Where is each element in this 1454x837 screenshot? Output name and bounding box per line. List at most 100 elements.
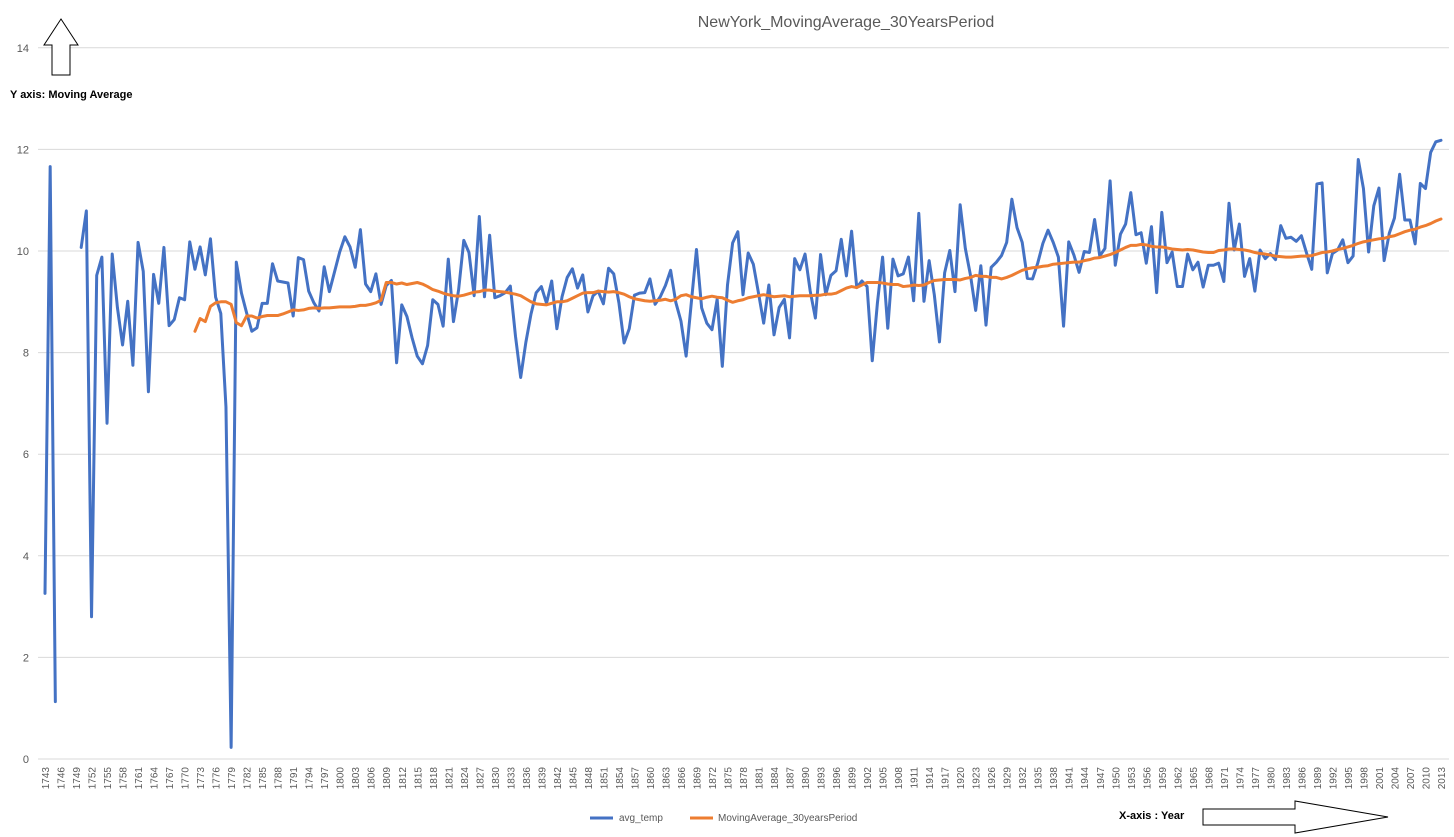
up-arrow-icon [43,18,79,76]
x-tick-label: 1950 [1111,767,1122,790]
x-tick-label: 1752 [88,767,99,790]
x-tick-label: 1755 [103,767,114,790]
x-tick-label: 1932 [1018,767,1029,790]
legend-label-avg-temp: avg_temp [619,813,663,824]
legend: avg_temp MovingAverage_30yearsPeriod [590,813,857,824]
x-tick-label: 1995 [1344,767,1355,790]
x-tick-label: 1929 [1003,767,1014,790]
x-tick-label: 1941 [1065,767,1076,790]
x-tick-label: 1791 [289,767,300,790]
x-tick-label: 1821 [444,767,455,790]
y-tick-label: 2 [23,652,29,664]
x-tick-label: 1956 [1142,767,1153,790]
x-tick-label: 1851 [599,767,610,790]
x-tick-label: 1806 [367,767,378,790]
x-tick-label: 1836 [522,767,533,790]
x-tick-label: 1911 [910,767,921,789]
y-tick-label: 8 [23,348,29,360]
x-tick-label: 1818 [429,767,440,790]
x-tick-label: 1983 [1282,767,1293,790]
x-tick-label: 1779 [227,767,238,790]
x-tick-label: 1782 [243,767,254,790]
x-tick-label: 1947 [1096,767,1107,790]
x-tick-label: 1767 [165,767,176,790]
x-tick-label: 1887 [786,767,797,790]
y-tick-label: 0 [23,754,29,766]
x-tick-label: 1875 [723,767,734,790]
x-tick-label: 2004 [1390,767,1401,790]
x-tick-label: 1794 [305,767,316,790]
x-tick-label: 1908 [894,767,905,790]
x-tick-label: 1899 [848,767,859,790]
x-tick-label: 1914 [925,767,936,790]
x-tick-label: 1959 [1158,767,1169,790]
x-tick-label: 1962 [1173,767,1184,790]
x-tick-label: 1764 [150,767,161,790]
x-tick-label: 2010 [1421,767,1432,790]
x-tick-label: 2001 [1375,767,1386,790]
y-tick-label: 12 [17,144,29,156]
x-tick-label: 1797 [320,767,331,790]
series-lines [43,138,1443,749]
x-tick-label: 1953 [1127,767,1138,790]
x-tick-label: 1923 [972,767,983,790]
x-tick-label: 1815 [413,767,424,790]
x-tick-label: 1800 [336,767,347,790]
x-tick-label: 1971 [1220,767,1231,790]
x-tick-label: 1896 [832,767,843,790]
x-tick-label: 1938 [1049,767,1060,790]
x-tick-label: 1824 [460,767,471,790]
x-tick-label: 1848 [584,767,595,790]
y-tick-label: 14 [17,43,29,55]
x-tick-label: 1776 [212,767,223,790]
x-tick-label: 1857 [630,767,641,790]
x-tick-label: 1863 [661,767,672,790]
x-tick-label: 1812 [398,767,409,790]
x-tick-label: 1770 [181,767,192,790]
x-tick-label: 1773 [196,767,207,790]
chart-title: NewYork_MovingAverage_30YearsPeriod [698,14,995,31]
x-tick-label: 1965 [1189,767,1200,790]
x-tick-label: 1830 [491,767,502,790]
x-tick-label: 1746 [57,767,68,790]
x-tick-label: 1980 [1266,767,1277,790]
x-tick-label: 1935 [1034,767,1045,790]
x-tick-label: 1893 [817,767,828,790]
x-tick-label: 1881 [755,767,766,790]
series-line-avg-temp [43,138,1443,749]
x-tick-label: 1761 [134,767,145,790]
x-tick-label: 1974 [1235,767,1246,790]
x-tick-label: 1944 [1080,767,1091,790]
x-tick-label: 1842 [553,767,564,790]
x-tick-label: 1998 [1359,767,1370,790]
x-tick-label: 1785 [258,767,269,790]
x-tick-label: 1905 [879,767,890,790]
x-tick-label: 1926 [987,767,998,790]
x-tick-label: 1839 [537,767,548,790]
x-tick-label: 1803 [351,767,362,790]
y-tick-label: 4 [23,551,29,563]
x-tick-label: 1743 [41,767,52,790]
x-tick-label: 1845 [568,767,579,790]
x-tick-label: 2013 [1437,767,1448,790]
x-tick-label: 1884 [770,767,781,790]
y-tick-label: 10 [17,246,29,258]
y-axis-annotation: Y axis: Moving Average [10,89,132,101]
x-tick-label: 1920 [956,767,967,790]
x-tick-label: 1833 [506,767,517,790]
x-tick-label: 1989 [1313,767,1324,790]
x-tick-label: 1968 [1204,767,1215,790]
x-tick-labels: 1743 1746 1749 1752 1755 1758 1761 1764 1767 1770… [41,767,1448,790]
x-tick-label: 1827 [475,767,486,790]
x-tick-label: 1992 [1328,767,1339,790]
x-tick-label: 1869 [692,767,703,790]
legend-label-moving-average: MovingAverage_30yearsPeriod [718,813,857,824]
x-tick-label: 1917 [941,767,952,790]
x-tick-label: 1749 [72,767,83,790]
x-tick-label: 1890 [801,767,812,790]
y-tick-label: 6 [23,449,29,461]
x-tick-label: 1788 [274,767,285,790]
x-tick-label: 1986 [1297,767,1308,790]
right-arrow-icon [1202,800,1389,834]
